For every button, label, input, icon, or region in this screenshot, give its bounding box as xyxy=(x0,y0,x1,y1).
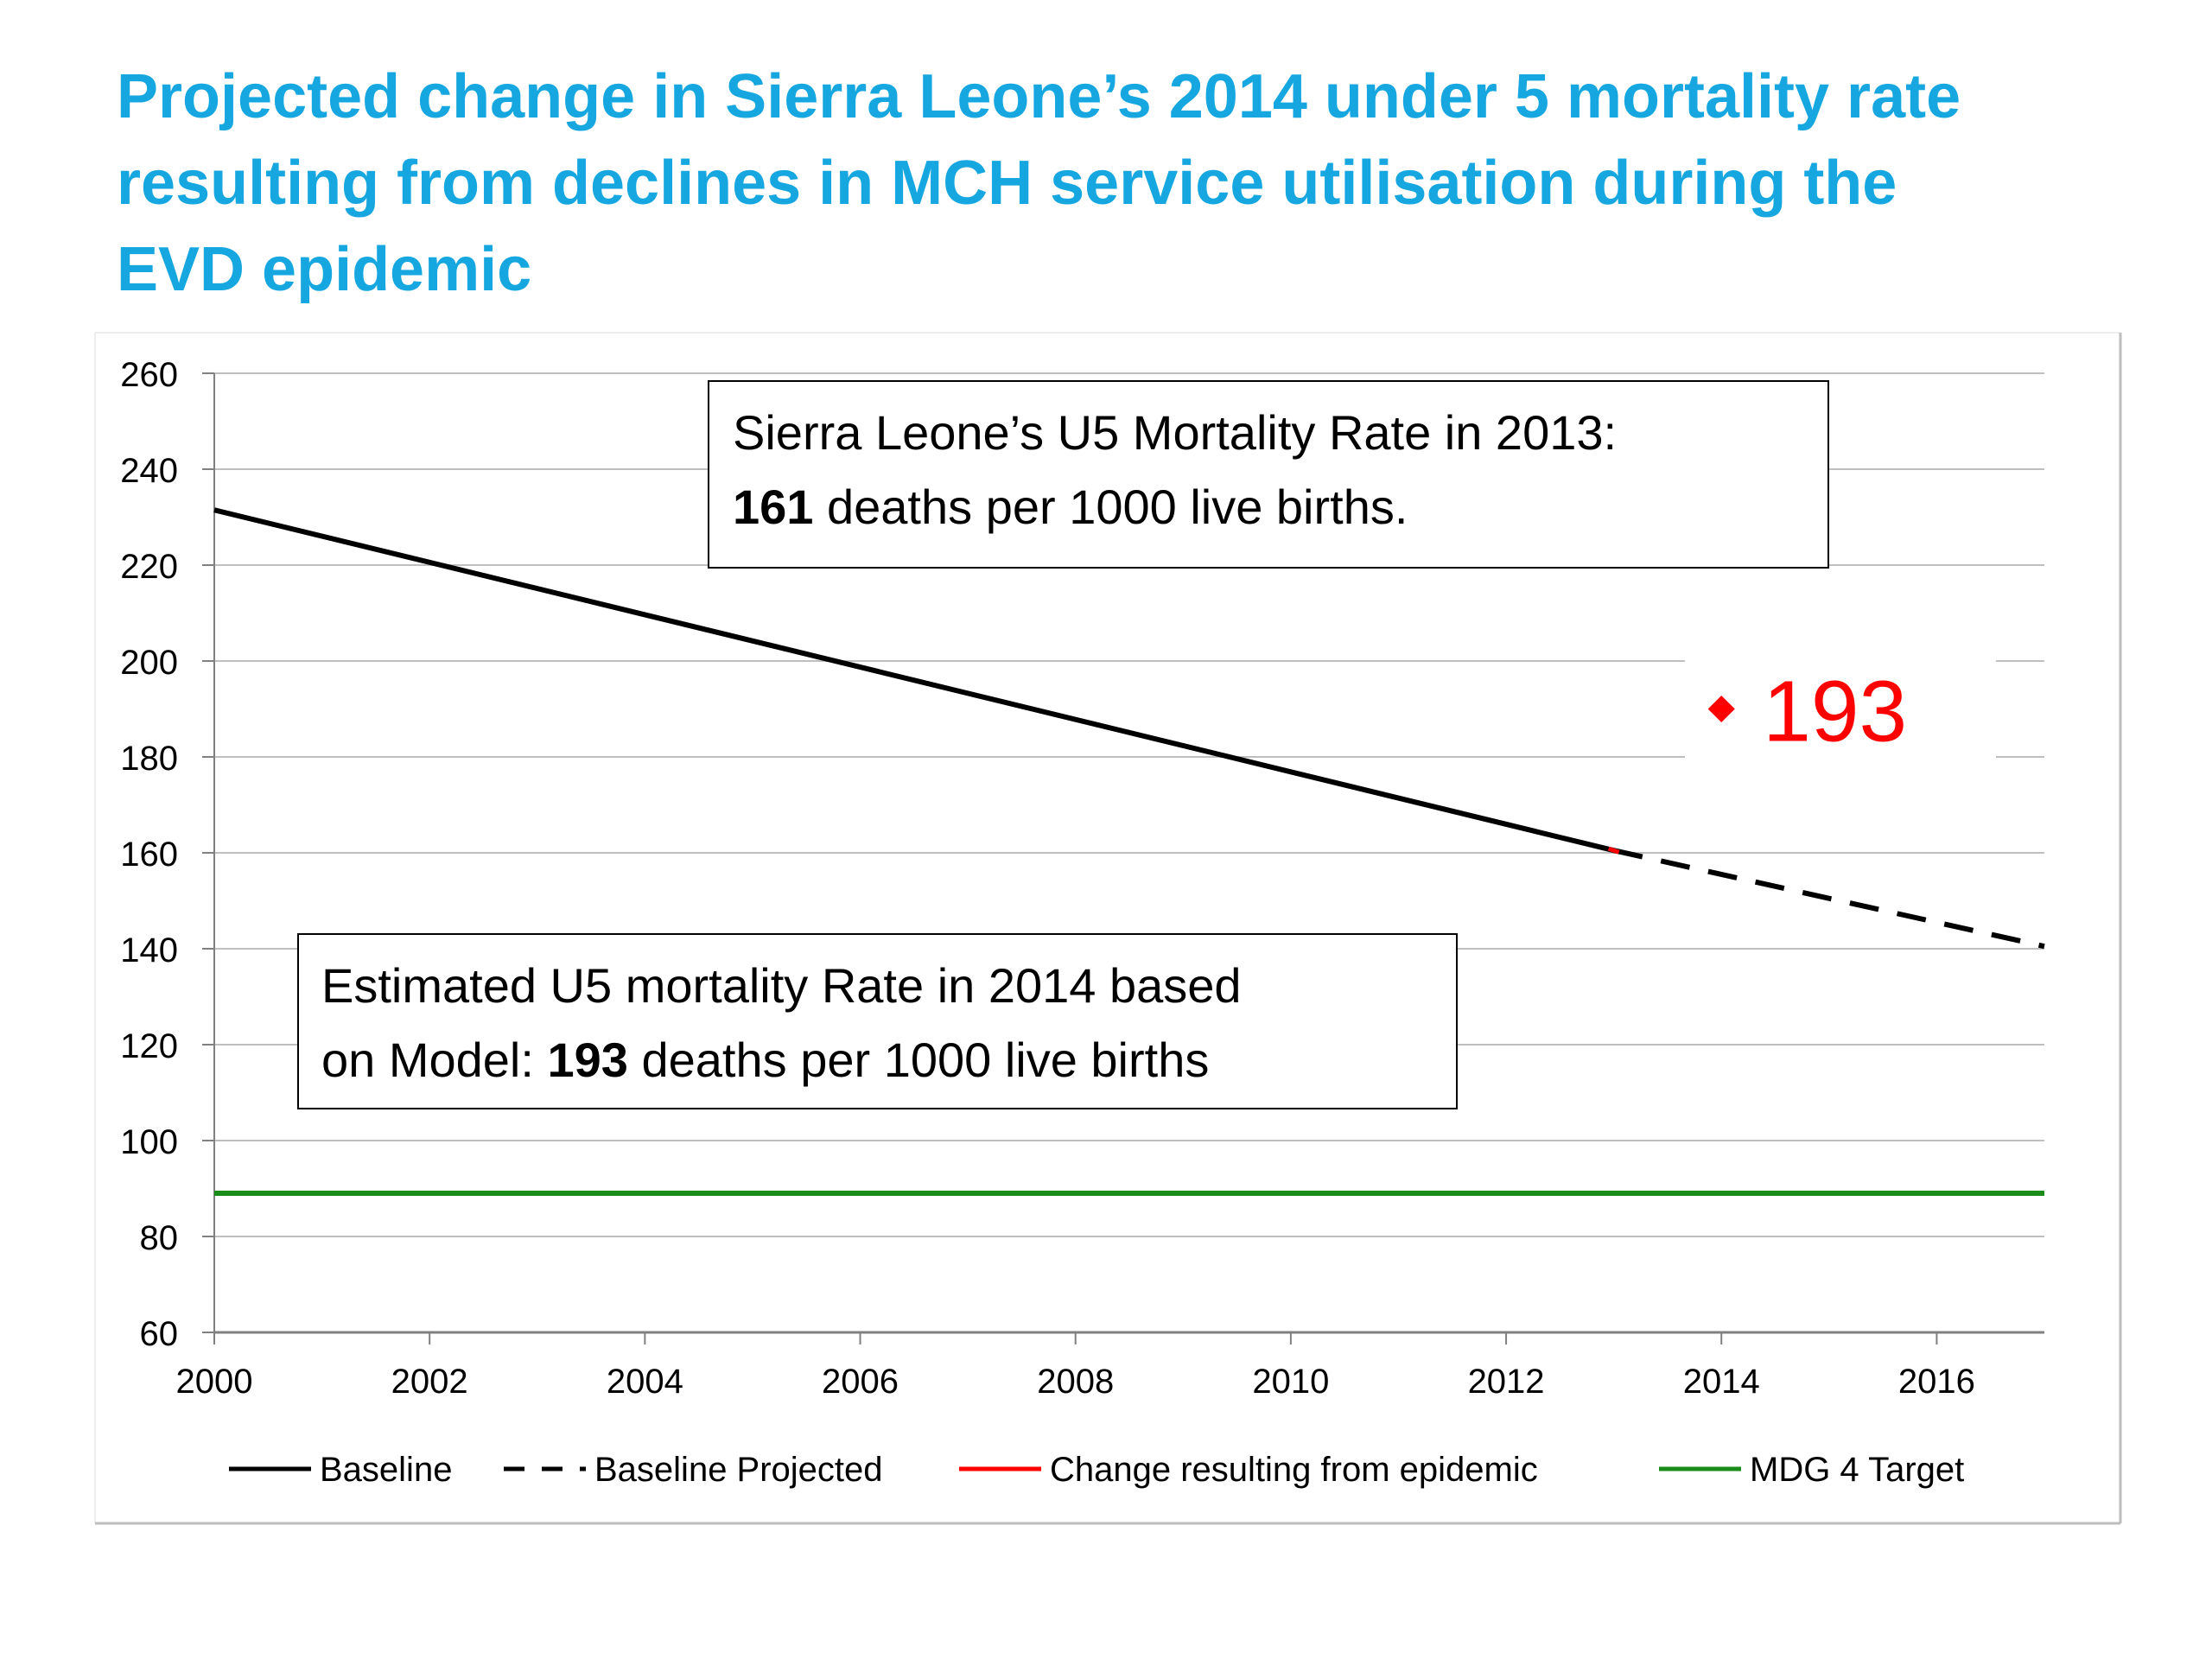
y-tick-label: 80 xyxy=(140,1219,179,1257)
x-tick-label: 2010 xyxy=(1252,1363,1329,1401)
marker-label-background xyxy=(1685,657,1996,786)
chart-title-line: resulting from declines in MCH service u… xyxy=(117,149,1897,218)
x-tick-label: 2000 xyxy=(176,1363,253,1401)
annotation-text-run: Estimated U5 mortality Rate in 2014 base… xyxy=(321,958,1242,1013)
series-line-baseline xyxy=(213,507,1615,854)
x-tick-label: 2006 xyxy=(822,1363,899,1401)
y-tick-label: 60 xyxy=(140,1315,179,1353)
annotation-text-run: 193 xyxy=(548,1033,628,1087)
x-tick-label: 2012 xyxy=(1468,1363,1545,1401)
annotation-text-2014: on Model: 193 deaths per 1000 live birth… xyxy=(321,1033,1209,1087)
y-tick-label: 240 xyxy=(120,452,178,490)
annotation-text-run: deaths per 1000 live births. xyxy=(813,480,1408,534)
epidemic-change-start xyxy=(1607,846,1620,855)
y-tick-label: 180 xyxy=(120,740,178,778)
chart-title: Projected change in Sierra Leone’s 2014 … xyxy=(117,54,2173,313)
legend-label-mdg-4-target: MDG 4 Target xyxy=(1750,1451,1964,1489)
annotation-text-2013: 161 deaths per 1000 live births. xyxy=(733,480,1408,534)
y-tick-label: 200 xyxy=(120,644,178,682)
y-tick-label: 140 xyxy=(120,931,178,969)
x-tick-label: 2002 xyxy=(391,1363,468,1401)
chart-title-line: Projected change in Sierra Leone’s 2014 … xyxy=(117,62,1961,131)
x-tick-label: 2004 xyxy=(607,1363,683,1401)
annotation-box-2013 xyxy=(708,380,1829,569)
legend-label-change-resulting-from-epidemic: Change resulting from epidemic xyxy=(1050,1451,1538,1489)
x-tick-label: 2008 xyxy=(1037,1363,1114,1401)
y-tick-label: 100 xyxy=(120,1123,178,1161)
x-tick-label: 2014 xyxy=(1683,1363,1760,1401)
legend-label-baseline-projected: Baseline Projected xyxy=(594,1451,883,1489)
data-label-193: 193 xyxy=(1763,664,1907,760)
chart-title-line: EVD epidemic xyxy=(117,235,532,304)
y-tick-label: 220 xyxy=(120,548,178,586)
y-tick-label: 260 xyxy=(120,356,178,394)
annotation-text-2014: Estimated U5 mortality Rate in 2014 base… xyxy=(321,958,1242,1013)
x-tick-label: 2016 xyxy=(1898,1363,1975,1401)
annotation-text-run: deaths per 1000 live births xyxy=(628,1033,1209,1087)
annotation-text-run: 161 xyxy=(733,480,813,534)
annotation-text-run: on Model: xyxy=(321,1033,548,1087)
series-line-baseline-projected xyxy=(1612,848,2045,950)
annotation-text-run: Sierra Leone’s U5 Mortality Rate in 2013… xyxy=(733,405,1617,460)
y-tick-label: 160 xyxy=(120,836,178,874)
annotation-box-2014 xyxy=(297,933,1458,1109)
legend-label-baseline: Baseline xyxy=(320,1451,452,1489)
annotation-text-2013: Sierra Leone’s U5 Mortality Rate in 2013… xyxy=(733,405,1617,460)
y-tick-label: 120 xyxy=(120,1027,178,1065)
